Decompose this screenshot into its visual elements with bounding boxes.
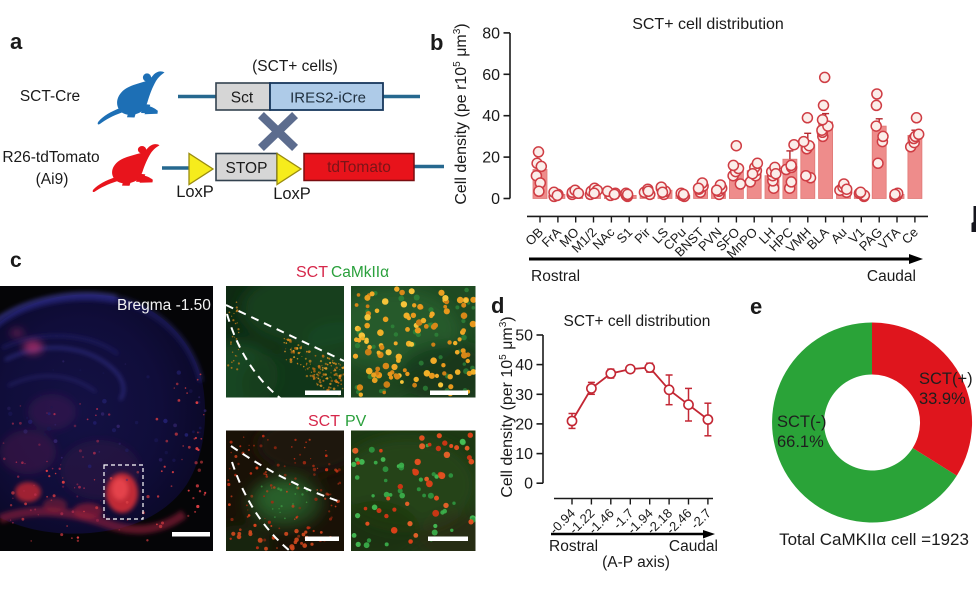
svg-text:Cell density (pe r105 μm3): Cell density (pe r105 μm3) bbox=[452, 23, 470, 204]
svg-text:b: b bbox=[430, 30, 443, 55]
svg-text:Bregma -1.50: Bregma -1.50 bbox=[117, 297, 211, 314]
svg-text:(A-P axis): (A-P axis) bbox=[602, 554, 670, 571]
svg-text:Caudal: Caudal bbox=[867, 268, 916, 285]
svg-text:SCT(+): SCT(+) bbox=[919, 370, 973, 388]
svg-text:Rostral: Rostral bbox=[531, 268, 580, 285]
svg-text:NAc: NAc bbox=[590, 224, 618, 252]
svg-text:0: 0 bbox=[491, 191, 500, 208]
svg-text:LoxP: LoxP bbox=[273, 185, 311, 203]
svg-text:SCT: SCT bbox=[296, 264, 328, 281]
svg-text:c: c bbox=[10, 249, 22, 272]
svg-text:40: 40 bbox=[515, 357, 533, 374]
svg-text:LoxP: LoxP bbox=[176, 183, 214, 201]
svg-text:Rostral: Rostral bbox=[549, 538, 598, 555]
svg-text:20: 20 bbox=[515, 416, 533, 433]
svg-text:50: 50 bbox=[515, 328, 533, 345]
svg-text:SCT-Cre: SCT-Cre bbox=[20, 88, 80, 105]
svg-text:Caudal: Caudal bbox=[669, 538, 718, 555]
svg-text:(SCT+ cells): (SCT+ cells) bbox=[252, 58, 338, 75]
svg-text:PV: PV bbox=[345, 413, 367, 430]
svg-text:60: 60 bbox=[482, 67, 500, 84]
svg-text:SCT+ cell distribution: SCT+ cell distribution bbox=[632, 16, 784, 33]
svg-text:33.9%: 33.9% bbox=[919, 390, 966, 408]
svg-text:BLA: BLA bbox=[804, 224, 832, 252]
svg-text:VTA: VTA bbox=[875, 224, 903, 252]
svg-text:66.1%: 66.1% bbox=[777, 433, 824, 451]
svg-text:80: 80 bbox=[482, 25, 500, 42]
svg-text:SCT: SCT bbox=[308, 413, 340, 430]
svg-text:Sct: Sct bbox=[231, 90, 254, 107]
svg-text:(Ai9): (Ai9) bbox=[36, 171, 69, 188]
svg-text:STOP: STOP bbox=[226, 160, 268, 177]
svg-text:CaMkIIα: CaMkIIα bbox=[331, 264, 389, 281]
svg-text:SCT+ cell distribution: SCT+ cell distribution bbox=[564, 313, 711, 330]
svg-text:Cell density (per 105 μm3): Cell density (per 105 μm3) bbox=[498, 316, 516, 497]
svg-text:-2.7: -2.7 bbox=[688, 506, 714, 532]
svg-text:Total CaMKIIα cell =1923: Total CaMKIIα cell =1923 bbox=[779, 530, 969, 549]
svg-text:SCT(-): SCT(-) bbox=[777, 413, 826, 431]
svg-text:e: e bbox=[750, 294, 762, 319]
svg-text:20: 20 bbox=[482, 150, 500, 167]
svg-text:40: 40 bbox=[482, 108, 500, 125]
svg-text:IRES2-iCre: IRES2-iCre bbox=[290, 90, 366, 107]
svg-text:0: 0 bbox=[524, 476, 533, 493]
svg-text:a: a bbox=[10, 29, 23, 54]
svg-text:R26-tdTomato: R26-tdTomato bbox=[2, 149, 99, 166]
svg-text:10: 10 bbox=[515, 446, 533, 463]
svg-text:tdTomato: tdTomato bbox=[327, 159, 391, 176]
svg-text:30: 30 bbox=[515, 387, 533, 404]
svg-text:d: d bbox=[491, 293, 504, 318]
svg-text:Ce: Ce bbox=[899, 225, 921, 247]
